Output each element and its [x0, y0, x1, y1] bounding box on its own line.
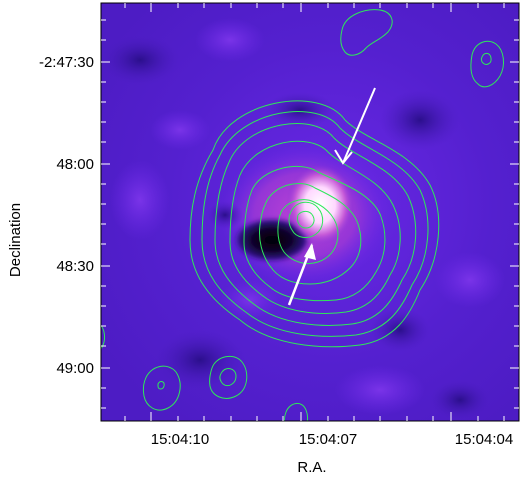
y-axis-title: Declination: [7, 203, 24, 277]
contour-level-9: [297, 210, 315, 229]
y-tick-label: 48:30: [56, 258, 94, 275]
contour-level-7: [277, 199, 339, 265]
y-tick-label: 48:00: [56, 156, 94, 173]
contour-bottom-left-blob-outer: [142, 365, 181, 411]
contour-level-3: [214, 123, 417, 326]
axis-ticks: [101, 3, 519, 421]
upper-arrow: [334, 87, 376, 165]
lower-arrow: [287, 243, 316, 306]
contour-bottom-mid-blob-inner: [219, 368, 237, 387]
annotation-arrows: [287, 87, 376, 306]
contour-right-blob-inner: [480, 52, 492, 65]
contour-level-2: [201, 111, 429, 337]
contour-bottom-mid-blob-outer: [209, 355, 248, 399]
y-tick-label: 49:00: [56, 360, 94, 377]
contour-bottom-left-blob-inner: [157, 381, 165, 390]
contour-top-blob: [340, 9, 393, 56]
y-tick-label: -2:47:30: [39, 54, 94, 71]
contour-right-blob-outer: [470, 40, 504, 88]
contour-level-5: [243, 165, 386, 302]
radio-contours: [101, 9, 504, 421]
contour-level-4: [229, 140, 401, 314]
contour-bottom-blob: [283, 403, 309, 421]
contour-level-1: [189, 100, 440, 348]
x-axis-title: R.A.: [297, 459, 326, 476]
x-tick-label: 15:04:07: [299, 431, 357, 448]
contour-level-6: [259, 183, 362, 285]
x-tick-label: 15:04:04: [455, 431, 513, 448]
x-tick-label: 15:04:10: [151, 431, 209, 448]
contour-level-8: [288, 201, 324, 238]
plot-frame: [100, 2, 520, 422]
